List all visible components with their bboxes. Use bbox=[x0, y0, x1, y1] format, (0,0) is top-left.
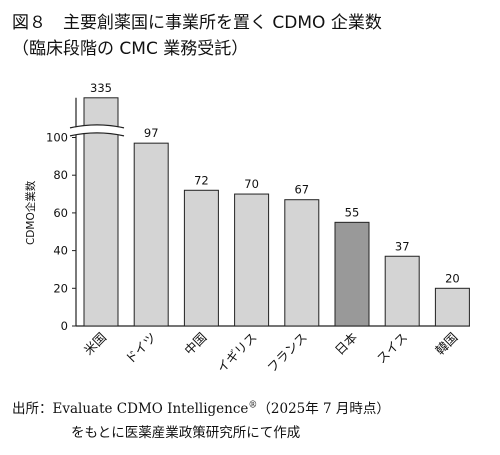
x-axis-labels: 米国 ドイツ 中国 イギリス フランス 日本 スイス 韓国 bbox=[81, 329, 461, 375]
source-date: （2025年 7 月時点） bbox=[257, 401, 390, 417]
bar-7 bbox=[384, 255, 420, 327]
category-label-8: 韓国 bbox=[432, 330, 460, 358]
bars bbox=[69, 97, 470, 327]
axis-break-mark bbox=[69, 124, 125, 137]
y-tick-label: 60 bbox=[53, 206, 68, 220]
source-prefix: 出所：Evaluate CDMO Intelligence bbox=[12, 401, 249, 417]
value-label-1: 335 bbox=[90, 81, 112, 95]
chart-title: 図８ 主要創薬国に事業所を置く CDMO 企業数 bbox=[12, 13, 382, 33]
y-tick-label: 40 bbox=[53, 244, 68, 258]
bar-2 bbox=[133, 142, 169, 327]
value-label-5: 67 bbox=[294, 183, 309, 197]
value-label-2: 97 bbox=[144, 126, 159, 140]
category-label-5: フランス bbox=[264, 330, 310, 376]
source-note: 出所：Evaluate CDMO Intelligence®（2025年 7 月… bbox=[12, 397, 390, 418]
value-label-4: 70 bbox=[244, 177, 259, 191]
y-tick-label: 100 bbox=[46, 131, 68, 145]
y-axis-label: CDMO企業数 bbox=[24, 180, 37, 245]
bar-chart: 0 20 40 60 80 100 335 97 72 70 67 55 37 20 米国 ドイツ 中国 イギ… bbox=[24, 81, 470, 375]
category-label-1: 米国 bbox=[81, 330, 109, 358]
bar-3 bbox=[183, 189, 219, 327]
y-tick-label: 80 bbox=[53, 168, 68, 182]
category-label-2: ドイツ bbox=[122, 330, 159, 367]
y-tick-label: 20 bbox=[53, 281, 68, 295]
bar-5 bbox=[284, 199, 320, 327]
bar-6 bbox=[334, 221, 370, 327]
bar-4 bbox=[234, 193, 270, 327]
value-labels: 335 97 72 70 67 55 37 20 bbox=[90, 81, 460, 285]
category-label-6: 日本 bbox=[332, 329, 361, 358]
category-label-4: イギリス bbox=[214, 330, 260, 376]
bar-8 bbox=[434, 287, 470, 327]
value-label-3: 72 bbox=[194, 173, 209, 187]
bar-1 bbox=[83, 97, 119, 327]
value-label-6: 55 bbox=[345, 205, 360, 219]
category-label-7: スイス bbox=[373, 330, 410, 367]
value-label-7: 37 bbox=[395, 239, 410, 253]
category-label-3: 中国 bbox=[181, 330, 209, 358]
y-tick-label: 0 bbox=[61, 319, 68, 333]
registered-mark: ® bbox=[248, 400, 258, 411]
source-note-2: をもとに医薬産業政策研究所にて作成 bbox=[71, 425, 301, 441]
value-label-8: 20 bbox=[445, 271, 460, 285]
chart-subtitle: （臨床段階の CMC 業務受託） bbox=[12, 39, 249, 59]
